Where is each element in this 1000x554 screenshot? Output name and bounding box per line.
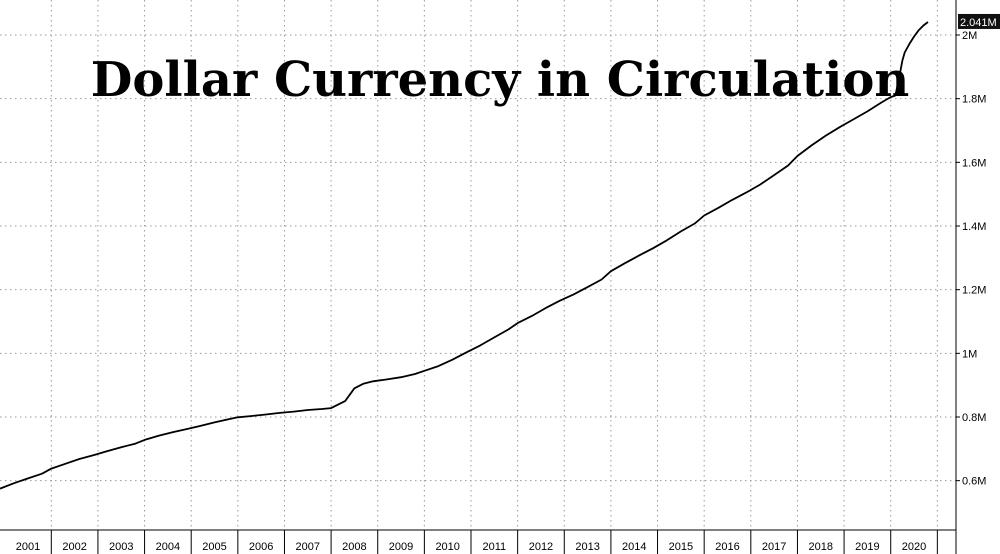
grid-layer [0, 0, 956, 530]
y-tick-label: 0.6M [962, 476, 986, 488]
y-tick-label: 1.2M [962, 285, 986, 297]
x-tick-label: 2006 [249, 541, 273, 553]
x-tick-label: 2009 [389, 541, 413, 553]
x-tick-label: 2013 [575, 541, 599, 553]
y-tick-label: 0.8M [962, 412, 986, 424]
x-tick-label: 2012 [529, 541, 553, 553]
x-tick-label: 2002 [62, 541, 86, 553]
x-tick-label: 2014 [622, 541, 646, 553]
x-tick-label: 2017 [762, 541, 786, 553]
x-tick-label: 2016 [715, 541, 739, 553]
y-tick-label: 1M [962, 348, 977, 360]
chart-title: Dollar Currency in Circulation [91, 52, 910, 108]
x-tick-label: 2019 [855, 541, 879, 553]
x-tick-label: 2007 [296, 541, 320, 553]
y-tick-label: 1.8M [962, 94, 986, 106]
x-tick-label: 2005 [202, 541, 226, 553]
last-value-label: 2.041M [960, 17, 997, 29]
last-value-badge: 2.041M [958, 13, 1000, 29]
x-tick-label: 2020 [902, 541, 926, 553]
y-tick-label: 1.4M [962, 221, 986, 233]
last-value-badge-box [958, 13, 1000, 29]
y-tick-label: 2M [962, 30, 977, 42]
series-line [0, 21, 929, 490]
x-tick-label: 2015 [669, 541, 693, 553]
x-tick-label: 2018 [809, 541, 833, 553]
x-tick-label: 2004 [156, 541, 180, 553]
x-tick-label: 2011 [482, 541, 506, 553]
x-tick-label: 2001 [16, 541, 40, 553]
x-tick-label: 2008 [342, 541, 366, 553]
x-tick-label: 2010 [435, 541, 459, 553]
series-layer [0, 21, 929, 490]
y-tick-label: 1.6M [962, 157, 986, 169]
x-tick-label: 2003 [109, 541, 133, 553]
